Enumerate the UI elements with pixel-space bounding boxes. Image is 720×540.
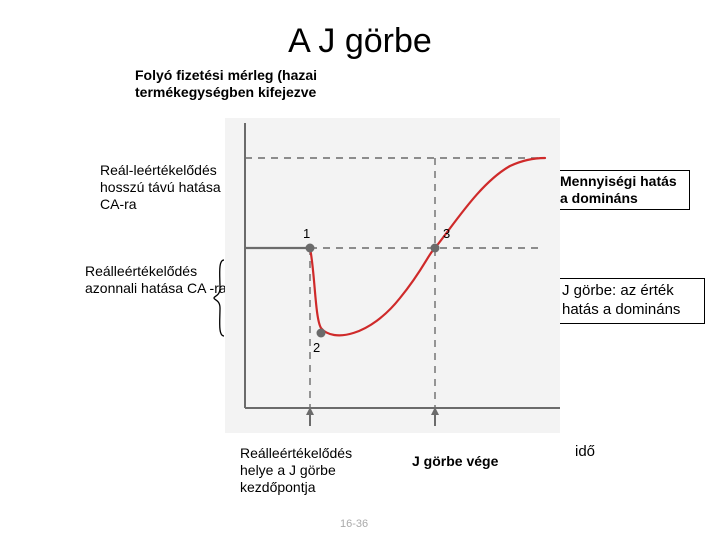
label-longterm-effect: Reál-leértékelődés hosszú távú hatása a … bbox=[100, 162, 240, 212]
box-jcurve-effect: J görbe: az érték hatás a domináns bbox=[555, 278, 705, 324]
label-jcurve-end: J görbe vége bbox=[412, 453, 512, 469]
y-axis-label: Folyó fizetési mérleg (hazai termékegysé… bbox=[135, 67, 345, 101]
box-quantity-effect: Mennyiségi hatás a domináns bbox=[555, 170, 690, 210]
svg-text:2: 2 bbox=[313, 340, 320, 355]
label-jcurve-start: Reálleértékelődés helye a J görbe kezdőp… bbox=[240, 445, 370, 495]
svg-text:3: 3 bbox=[443, 226, 450, 241]
x-axis-label: idő bbox=[575, 443, 595, 460]
j-curve-chart: 1 2 3 bbox=[225, 118, 560, 433]
label-immediate-effect: Reálleértékelődés azonnali hatása CA -ra bbox=[85, 263, 230, 297]
svg-text:1: 1 bbox=[303, 226, 310, 241]
page-number: 16-36 bbox=[340, 518, 368, 530]
slide-title: A J görbe bbox=[0, 22, 720, 61]
